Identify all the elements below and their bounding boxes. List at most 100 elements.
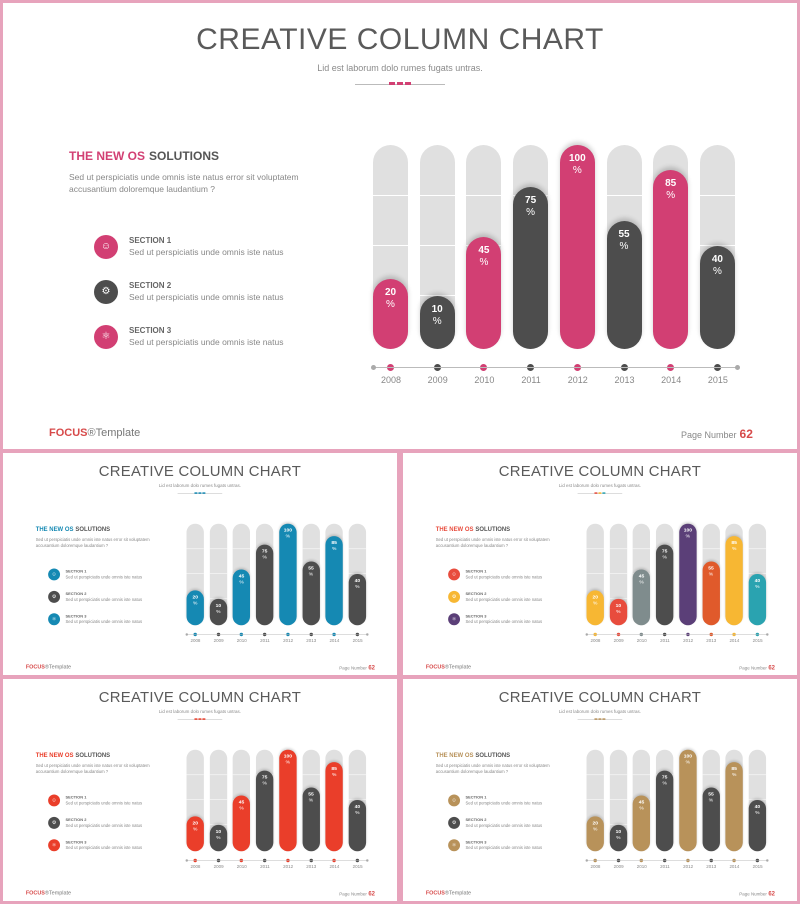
column-value-number: 10 bbox=[431, 304, 443, 316]
axis-tick-label: 2011 bbox=[260, 864, 270, 870]
axis-tick-label: 2010 bbox=[236, 864, 247, 870]
section-heading: THE NEW OS SOLUTIONS bbox=[436, 526, 510, 533]
column-value-number: 85 bbox=[331, 540, 337, 546]
column-value-label: 20% bbox=[187, 595, 204, 607]
column-bar-2008 bbox=[373, 279, 408, 349]
column-value-label: 55% bbox=[702, 791, 719, 803]
section-heading-rest: SOLUTIONS bbox=[75, 525, 111, 533]
network-icon: ⚛ bbox=[448, 613, 461, 626]
column-value-label: 55% bbox=[607, 229, 642, 253]
brand-bold: FOCUS bbox=[49, 427, 88, 439]
column-bar-2011 bbox=[256, 544, 274, 626]
column-track-gridline bbox=[466, 195, 502, 196]
column-value-label: 85% bbox=[725, 540, 742, 552]
column-value-unit: % bbox=[616, 608, 621, 615]
column-value-label: 10% bbox=[210, 603, 227, 615]
section-item-desc: Sed ut perspiciatis unde omnis iste natu… bbox=[65, 574, 143, 580]
gear-icon: ⚙ bbox=[448, 590, 461, 603]
slide-title: CREATIVE COLUMN CHART bbox=[98, 462, 302, 480]
column-value-number: 55 bbox=[308, 565, 314, 571]
column-value-label: 40% bbox=[349, 804, 366, 816]
gear-icon: ⚙ bbox=[94, 280, 118, 304]
column-bar-2014 bbox=[325, 762, 343, 852]
slide-content: CREATIVE COLUMN CHART Lid est laborum dol… bbox=[403, 453, 797, 675]
column-value-number: 40 bbox=[354, 577, 361, 584]
column-value-number: 85 bbox=[331, 766, 337, 772]
column-value-number: 10 bbox=[215, 602, 222, 609]
slide-thumbnail-blue[interactable]: CREATIVE COLUMN CHART Lid est laborum dol… bbox=[3, 453, 397, 675]
column-bar-2013 bbox=[702, 787, 720, 852]
column-bar-2011 bbox=[656, 770, 674, 852]
section-description: Sed ut perspiciatis unde omnis iste natu… bbox=[435, 537, 550, 549]
column-value-label: 45% bbox=[633, 574, 650, 586]
column-bar-2015 bbox=[699, 245, 735, 349]
column-bar-2010 bbox=[466, 237, 502, 349]
column-value-number: 100 bbox=[683, 753, 692, 760]
column-value-number: 40 bbox=[354, 803, 361, 810]
column-value-number: 40 bbox=[754, 803, 761, 810]
column-bar-2013 bbox=[702, 561, 720, 626]
column-value-unit: % bbox=[308, 571, 314, 577]
page-number-label: Page Number bbox=[339, 891, 367, 897]
axis-tick-label: 2013 bbox=[306, 864, 317, 870]
column-bar-2009 bbox=[209, 598, 228, 626]
column-value-unit: % bbox=[192, 826, 198, 833]
column-value-number: 55 bbox=[708, 791, 714, 797]
section-item-title: SECTION 2 bbox=[465, 817, 487, 822]
column-value-unit: % bbox=[285, 533, 291, 540]
section-item-title: SECTION 3 bbox=[129, 326, 172, 335]
column-value-label: 10% bbox=[420, 304, 455, 328]
slide-thumbnail-red[interactable]: CREATIVE COLUMN CHART Lid est laborum dol… bbox=[3, 679, 397, 901]
section-item-desc: Sed ut perspiciatis unde omnis iste natu… bbox=[465, 619, 543, 625]
column-track-gridline bbox=[373, 195, 408, 196]
axis-tick-label: 2011 bbox=[660, 638, 670, 644]
column-value-label: 75% bbox=[256, 775, 273, 787]
title-divider-accent bbox=[602, 718, 606, 720]
section-item-desc: Sed ut perspiciatis unde omnis iste natu… bbox=[65, 845, 143, 851]
slide-title: CREATIVE COLUMN CHART bbox=[98, 688, 302, 706]
brand-rest: ®Template bbox=[444, 890, 472, 897]
column-value-label: 40% bbox=[700, 254, 735, 278]
section-item-desc: Sed ut perspiciatis unde omnis iste natu… bbox=[465, 822, 543, 828]
section-item-desc: Sed ut perspiciatis unde omnis iste natu… bbox=[129, 247, 284, 257]
section-item-desc: Sed ut perspiciatis unde omnis iste natu… bbox=[65, 822, 143, 828]
section-item-desc: Sed ut perspiciatis unde omnis iste natu… bbox=[65, 800, 143, 806]
column-value-number: 45 bbox=[638, 573, 645, 580]
column-value-label: 45% bbox=[633, 800, 650, 812]
axis-tick-label: 2015 bbox=[352, 864, 363, 870]
column-bar-2015 bbox=[348, 799, 367, 852]
column-bar-2008 bbox=[586, 816, 604, 852]
column-value-unit: % bbox=[708, 797, 714, 803]
column-value-number: 75 bbox=[525, 195, 537, 206]
axis-tick-label: 2015 bbox=[352, 638, 363, 644]
slide-thumbnail-gold[interactable]: CREATIVE COLUMN CHART Lid est laborum dol… bbox=[403, 679, 797, 901]
slide-thumbnail-multicolor[interactable]: CREATIVE COLUMN CHART Lid est laborum dol… bbox=[403, 453, 797, 675]
slide-main[interactable]: CREATIVE COLUMN CHART Lid est laborum dol… bbox=[3, 3, 797, 449]
column-value-number: 40 bbox=[711, 253, 723, 265]
gear-icon: ⚙ bbox=[48, 590, 61, 603]
section-description: Sed ut perspiciatis unde omnis iste natu… bbox=[435, 763, 550, 775]
column-value-number: 45 bbox=[238, 573, 245, 580]
section-item-title: SECTION 1 bbox=[465, 794, 487, 800]
column-value-label: 55% bbox=[702, 565, 719, 577]
column-bar-2013 bbox=[606, 220, 642, 349]
axis-start-cap bbox=[585, 859, 589, 862]
column-bar-2012 bbox=[679, 523, 697, 626]
column-value-number: 100 bbox=[283, 527, 292, 534]
column-bar-2015 bbox=[348, 573, 367, 626]
brand-logo: FOCUS®Template bbox=[26, 664, 71, 670]
axis-tick-label: 2014 bbox=[729, 864, 740, 870]
axis-tick-label: 2014 bbox=[329, 638, 340, 644]
brand-logo: FOCUS®Template bbox=[49, 427, 140, 439]
column-value-unit: % bbox=[331, 772, 337, 778]
column-value-number: 10 bbox=[215, 828, 222, 835]
column-bar-2010 bbox=[232, 569, 251, 626]
column-value-unit: % bbox=[479, 257, 489, 269]
title-divider-accent bbox=[602, 492, 606, 494]
column-value-number: 45 bbox=[238, 799, 245, 806]
axis-tick-label: 2010 bbox=[636, 864, 647, 870]
section-heading-accent: THE NEW OS bbox=[69, 149, 146, 163]
column-value-unit: % bbox=[216, 608, 221, 615]
axis-start-cap bbox=[185, 859, 189, 862]
